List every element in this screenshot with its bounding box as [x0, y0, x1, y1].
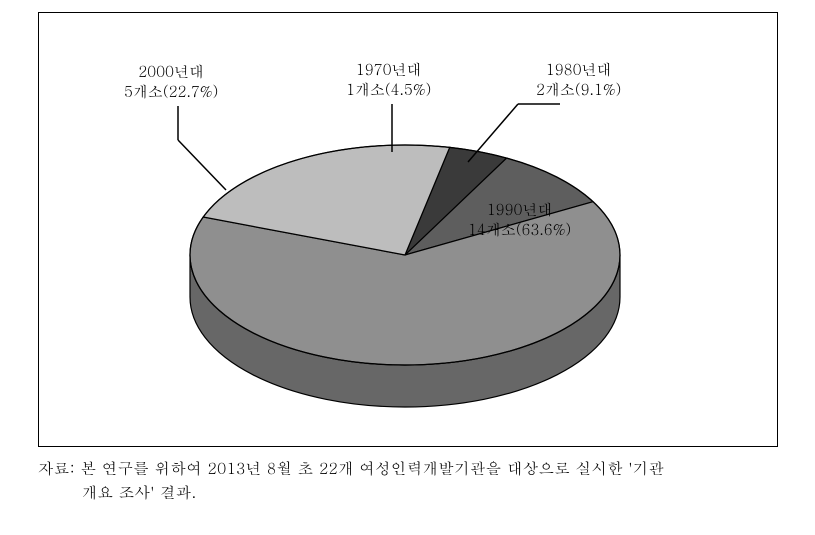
label-decade: 1990년대 [487, 199, 553, 220]
leader-line-s2000-4 [178, 140, 226, 190]
label-1970: 1970년대 1개소(4.5%) [346, 60, 431, 101]
caption-line2: 개요 조사' 결과. [82, 481, 197, 503]
label-value: 1개소(4.5%) [346, 79, 431, 100]
chart-caption: 자료: 본 연구를 위하여 2013년 8월 초 22개 여성인력개발기관을 대… [38, 456, 664, 504]
label-decade: 2000년대 [138, 61, 204, 82]
label-value: 14개소(63.6%) [468, 219, 571, 240]
label-value: 2개소(9.1%) [536, 79, 621, 100]
leader-line-s1980-2 [468, 104, 518, 162]
caption-prefix: 자료: [38, 457, 75, 479]
label-decade: 1970년대 [356, 59, 422, 80]
label-value: 5개소(22.7%) [124, 81, 218, 102]
caption-line1: 본 연구를 위하여 2013년 8월 초 22개 여성인력개발기관을 대상으로 … [81, 457, 665, 479]
label-1990: 1990년대 14개소(63.6%) [468, 200, 571, 241]
label-decade: 1980년대 [546, 59, 612, 80]
label-1980: 1980년대 2개소(9.1%) [536, 60, 621, 101]
label-2000: 2000년대 5개소(22.7%) [124, 62, 218, 103]
